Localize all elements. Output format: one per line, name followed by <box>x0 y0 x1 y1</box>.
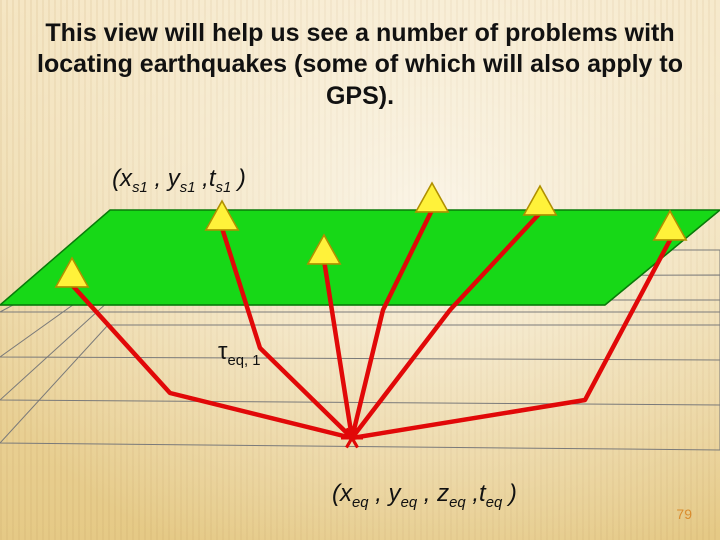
page-number: 79 <box>676 506 692 522</box>
earthquake-diagram <box>0 0 720 540</box>
earthquake-coordinate-label: (xeq , yeq , zeq ,teq ) <box>332 480 517 511</box>
station-coordinate-label: (xs1 , ys1 ,ts1 ) <box>84 166 274 196</box>
travel-time-label: τeq, 1 <box>218 338 261 369</box>
slide: This view will help us see a number of p… <box>0 0 720 540</box>
